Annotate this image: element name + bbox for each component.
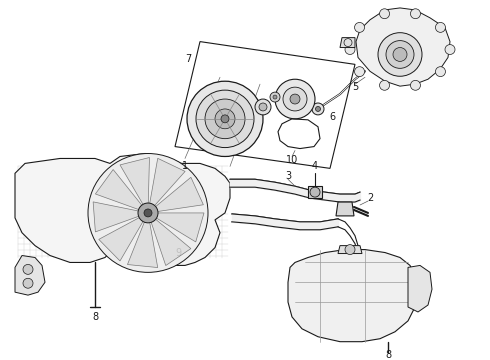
Circle shape — [187, 81, 263, 157]
Circle shape — [144, 209, 152, 217]
Circle shape — [411, 80, 420, 90]
Polygon shape — [150, 158, 185, 206]
Circle shape — [411, 9, 420, 19]
Circle shape — [436, 22, 445, 32]
Polygon shape — [127, 222, 158, 267]
Text: 9: 9 — [175, 248, 181, 257]
Text: 10: 10 — [286, 156, 298, 166]
Text: 1: 1 — [182, 161, 188, 171]
Polygon shape — [15, 256, 45, 295]
Circle shape — [312, 103, 324, 115]
Circle shape — [380, 9, 390, 19]
Text: 3: 3 — [285, 171, 291, 181]
Polygon shape — [99, 218, 143, 261]
Circle shape — [205, 99, 245, 139]
Circle shape — [138, 203, 158, 223]
Text: 7: 7 — [185, 54, 191, 64]
Circle shape — [345, 245, 355, 255]
Circle shape — [345, 45, 355, 54]
Circle shape — [310, 187, 320, 197]
Polygon shape — [156, 213, 204, 242]
Polygon shape — [408, 265, 432, 312]
Text: 8: 8 — [385, 350, 391, 360]
Circle shape — [378, 33, 422, 76]
Circle shape — [23, 278, 33, 288]
Text: 6: 6 — [329, 112, 335, 122]
Circle shape — [393, 48, 407, 62]
Polygon shape — [151, 219, 191, 266]
Circle shape — [221, 115, 229, 123]
Bar — [308, 186, 322, 198]
Circle shape — [283, 87, 307, 111]
Circle shape — [215, 109, 235, 129]
Circle shape — [445, 45, 455, 54]
Polygon shape — [156, 177, 203, 211]
Text: 2: 2 — [367, 193, 373, 203]
Circle shape — [88, 153, 208, 273]
Polygon shape — [120, 157, 149, 204]
Circle shape — [386, 41, 414, 68]
Polygon shape — [93, 202, 139, 232]
Polygon shape — [340, 38, 355, 48]
Polygon shape — [288, 249, 418, 342]
Circle shape — [380, 80, 390, 90]
Circle shape — [355, 67, 365, 77]
Circle shape — [23, 265, 33, 274]
Text: 4: 4 — [312, 161, 318, 171]
Polygon shape — [15, 153, 230, 265]
Polygon shape — [356, 8, 450, 86]
Text: 8: 8 — [92, 312, 98, 322]
Circle shape — [273, 95, 277, 99]
Text: 5: 5 — [352, 82, 358, 92]
Circle shape — [259, 103, 267, 111]
Circle shape — [316, 107, 320, 111]
Circle shape — [436, 67, 445, 77]
Circle shape — [275, 79, 315, 119]
Polygon shape — [338, 246, 362, 253]
Circle shape — [355, 22, 365, 32]
Polygon shape — [96, 170, 142, 210]
Circle shape — [344, 39, 352, 46]
Polygon shape — [336, 202, 354, 216]
Circle shape — [290, 94, 300, 104]
Circle shape — [196, 90, 254, 148]
Circle shape — [270, 92, 280, 102]
Circle shape — [255, 99, 271, 115]
